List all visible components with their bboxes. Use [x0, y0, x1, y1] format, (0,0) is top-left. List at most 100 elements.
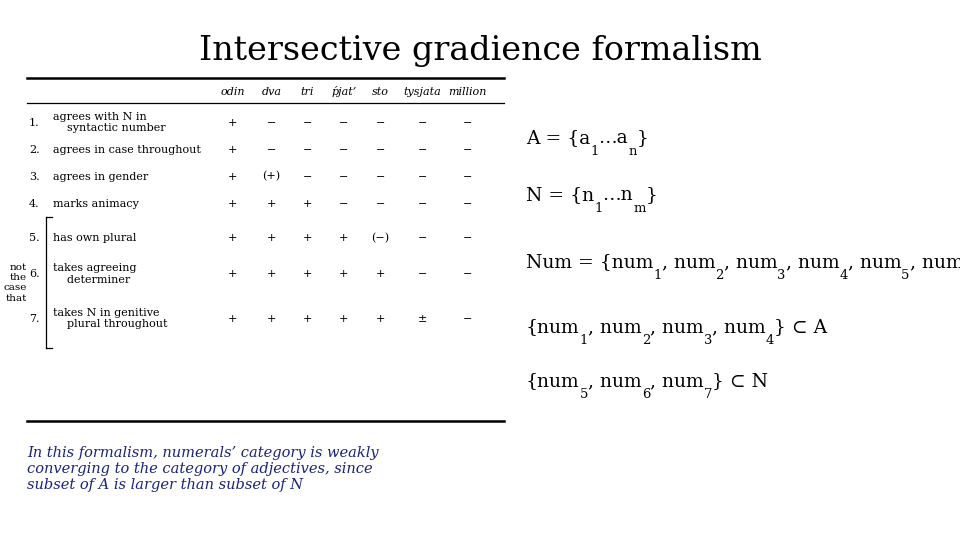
Text: −: − [418, 199, 427, 208]
Text: −: − [375, 145, 385, 154]
Text: 3: 3 [704, 334, 712, 347]
Text: 7: 7 [704, 388, 712, 401]
Text: 6.: 6. [29, 269, 39, 279]
Text: −: − [418, 118, 427, 127]
Text: 1: 1 [580, 334, 588, 347]
Text: ṕjat’: ṕjat’ [331, 86, 356, 97]
Text: 3.: 3. [29, 172, 39, 181]
Text: Intersective gradience formalism: Intersective gradience formalism [199, 35, 761, 67]
Text: , num: , num [724, 253, 778, 271]
Text: , num: , num [712, 318, 765, 336]
Text: tysjata: tysjata [403, 87, 442, 97]
Text: −: − [418, 145, 427, 154]
Text: +: + [302, 233, 312, 242]
Text: {num: {num [526, 372, 580, 390]
Text: +: + [302, 314, 312, 323]
Text: +: + [375, 314, 385, 323]
Text: +: + [267, 314, 276, 323]
Text: +: + [228, 145, 237, 154]
Text: 1: 1 [594, 201, 603, 215]
Text: 4.: 4. [29, 199, 39, 208]
Text: 2: 2 [715, 269, 724, 282]
Text: −: − [463, 314, 472, 323]
Text: m: m [633, 201, 645, 215]
Text: has own plural: has own plural [53, 233, 136, 242]
Text: , num: , num [661, 253, 715, 271]
Text: 1.: 1. [29, 118, 39, 127]
Text: +: + [302, 269, 312, 279]
Text: −: − [463, 118, 472, 127]
Text: , num: , num [650, 318, 704, 336]
Text: +: + [339, 269, 348, 279]
Text: +: + [339, 314, 348, 323]
Text: +: + [228, 199, 237, 208]
Text: marks animacy: marks animacy [53, 199, 138, 208]
Text: 7.: 7. [29, 314, 39, 323]
Text: −: − [339, 172, 348, 181]
Text: …n: …n [603, 186, 633, 204]
Text: −: − [339, 199, 348, 208]
Text: }: } [636, 129, 648, 147]
Text: −: − [267, 118, 276, 127]
Text: 1: 1 [590, 145, 599, 158]
Text: odin: odin [220, 87, 245, 97]
Text: −: − [463, 269, 472, 279]
Text: N = {n: N = {n [526, 186, 594, 204]
Text: +: + [228, 269, 237, 279]
Text: −: − [339, 118, 348, 127]
Text: (+): (+) [263, 171, 280, 182]
Text: −: − [418, 233, 427, 242]
Text: , num: , num [588, 372, 641, 390]
Text: Num = {num: Num = {num [526, 253, 654, 271]
Text: {num: {num [526, 318, 580, 336]
Text: +: + [228, 314, 237, 323]
Text: +: + [339, 233, 348, 242]
Text: 6: 6 [641, 388, 650, 401]
Text: , num: , num [848, 253, 901, 271]
Text: 5.: 5. [29, 233, 39, 242]
Text: takes agreeing
    determiner: takes agreeing determiner [53, 263, 136, 285]
Text: +: + [267, 269, 276, 279]
Text: 2.: 2. [29, 145, 39, 154]
Text: +: + [267, 199, 276, 208]
Text: ±: ± [418, 314, 427, 323]
Text: 4: 4 [839, 269, 848, 282]
Text: , num: , num [588, 318, 641, 336]
Text: agrees with N in
    syntactic number: agrees with N in syntactic number [53, 112, 165, 133]
Text: −: − [302, 172, 312, 181]
Text: , num: , num [650, 372, 704, 390]
Text: −: − [463, 172, 472, 181]
Text: +: + [267, 233, 276, 242]
Text: +: + [228, 233, 237, 242]
Text: +: + [228, 118, 237, 127]
Text: takes N in genitive
    plural throughout: takes N in genitive plural throughout [53, 308, 167, 329]
Text: −: − [302, 145, 312, 154]
Text: agrees in case throughout: agrees in case throughout [53, 145, 201, 154]
Text: +: + [302, 199, 312, 208]
Text: −: − [463, 145, 472, 154]
Text: −: − [418, 269, 427, 279]
Text: −: − [418, 172, 427, 181]
Text: −: − [375, 199, 385, 208]
Text: 3: 3 [778, 269, 785, 282]
Text: agrees in gender: agrees in gender [53, 172, 148, 181]
Text: n: n [628, 145, 636, 158]
Text: (−): (−) [372, 232, 389, 243]
Text: million: million [448, 87, 487, 97]
Text: 5: 5 [580, 388, 588, 401]
Text: , num: , num [910, 253, 960, 271]
Text: } ⊂ N: } ⊂ N [712, 372, 768, 390]
Text: } ⊂ A: } ⊂ A [774, 318, 828, 336]
Text: −: − [302, 118, 312, 127]
Text: 4: 4 [765, 334, 774, 347]
Text: −: − [463, 199, 472, 208]
Text: , num: , num [785, 253, 839, 271]
Text: …a: …a [599, 129, 628, 147]
Text: In this formalism, numerals’ category is weakly
converging to the category of ad: In this formalism, numerals’ category is… [27, 446, 378, 492]
Text: −: − [375, 118, 385, 127]
Text: tri: tri [300, 87, 314, 97]
Text: 1: 1 [654, 269, 661, 282]
Text: +: + [228, 172, 237, 181]
Text: A = {a: A = {a [526, 129, 590, 147]
Text: 5: 5 [901, 269, 910, 282]
